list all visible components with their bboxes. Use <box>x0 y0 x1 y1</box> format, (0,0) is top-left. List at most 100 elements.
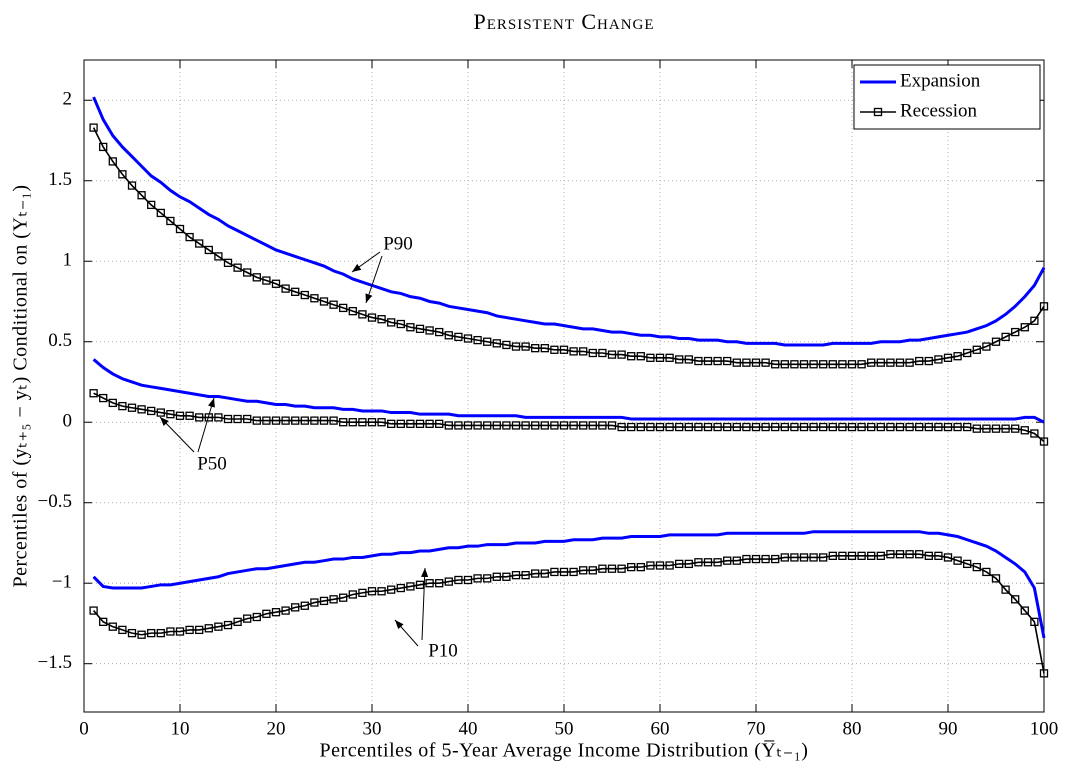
point-marker <box>1039 669 1049 678</box>
point-marker <box>444 331 453 340</box>
point-marker <box>636 562 645 572</box>
point-marker <box>166 216 175 226</box>
point-marker <box>588 566 597 575</box>
point-marker <box>751 554 761 564</box>
point-marker <box>396 419 405 428</box>
point-marker <box>924 356 933 366</box>
point-marker <box>665 422 674 432</box>
point-marker <box>684 422 693 432</box>
point-marker <box>732 358 741 367</box>
point-marker <box>723 356 732 366</box>
point-marker <box>108 622 117 631</box>
y-tick-label: 1.5 <box>48 169 72 190</box>
point-marker <box>233 617 242 626</box>
point-marker <box>358 418 367 427</box>
point-marker <box>550 567 559 577</box>
annotation-arrow <box>159 416 195 453</box>
series-line <box>93 392 1045 443</box>
point-marker <box>291 287 300 296</box>
point-marker <box>1030 617 1039 626</box>
point-marker <box>1020 606 1029 615</box>
legend-box <box>853 64 1041 130</box>
point-marker <box>89 389 98 398</box>
point-marker <box>799 553 809 562</box>
annotation-arrow <box>365 255 383 304</box>
point-marker <box>732 556 741 565</box>
point-marker <box>790 422 799 432</box>
point-marker <box>127 628 137 638</box>
point-marker <box>243 614 252 623</box>
point-marker <box>857 360 866 369</box>
point-marker <box>847 360 857 369</box>
point-marker <box>694 422 703 432</box>
point-marker <box>559 567 569 577</box>
point-marker <box>137 405 146 414</box>
point-marker <box>675 559 684 569</box>
point-marker <box>531 569 540 578</box>
point-marker <box>723 422 732 432</box>
point-marker <box>108 157 117 166</box>
point-marker <box>444 577 453 586</box>
point-marker <box>636 352 645 361</box>
point-marker <box>118 625 127 635</box>
annotation: P90 <box>383 233 413 254</box>
point-marker <box>924 551 933 560</box>
point-marker <box>1039 437 1049 446</box>
point-marker <box>406 323 415 332</box>
legend-label: Expansion <box>900 70 981 91</box>
y-tick-label: 1 <box>63 250 73 271</box>
point-marker <box>953 352 962 361</box>
point-marker <box>396 583 405 593</box>
x-axis-label: Percentiles of 5-Year Average Income Dis… <box>320 740 809 762</box>
point-marker <box>367 313 377 322</box>
point-marker <box>838 551 847 560</box>
x-tick-label: 40 <box>459 718 478 739</box>
point-marker <box>886 358 895 367</box>
point-marker <box>607 564 617 573</box>
annotation-arrow <box>394 619 419 647</box>
point-marker <box>223 414 233 424</box>
series-line <box>92 96 1046 347</box>
point-marker <box>185 411 194 420</box>
point-marker <box>627 352 636 361</box>
point-marker <box>915 422 924 432</box>
point-marker <box>329 416 338 425</box>
point-marker <box>204 245 213 255</box>
point-marker <box>665 561 674 570</box>
point-marker <box>905 358 914 367</box>
point-marker <box>617 564 626 573</box>
point-marker <box>771 554 780 564</box>
point-marker <box>89 606 98 615</box>
point-marker <box>329 300 338 309</box>
point-marker <box>838 422 847 432</box>
point-marker <box>367 418 377 427</box>
point-marker <box>617 350 626 359</box>
chart-title: Persistent Change <box>473 9 654 34</box>
legend-label: Recession <box>900 100 978 121</box>
point-marker <box>175 627 185 636</box>
point-marker <box>953 422 962 432</box>
point-marker <box>233 263 242 272</box>
point-marker <box>99 617 108 626</box>
point-marker <box>780 360 789 369</box>
point-marker <box>771 360 780 369</box>
point-marker <box>223 258 233 267</box>
point-marker <box>943 553 953 562</box>
point-marker <box>617 422 626 432</box>
point-marker <box>876 358 885 367</box>
point-marker <box>895 422 905 432</box>
y-axis-label: Percentiles of (yₜ₊₅ − yₜ) Conditional o… <box>10 185 32 588</box>
point-marker <box>271 608 281 617</box>
point-marker <box>1039 302 1049 311</box>
point-marker <box>588 421 597 430</box>
point-marker <box>223 620 233 630</box>
point-marker <box>175 411 185 420</box>
point-marker <box>310 294 319 303</box>
point-marker <box>214 622 223 631</box>
point-marker <box>281 606 290 615</box>
point-marker <box>761 358 770 367</box>
point-marker <box>732 422 741 432</box>
point-marker <box>991 574 1001 583</box>
point-marker <box>454 575 463 585</box>
point-marker <box>1001 585 1010 594</box>
